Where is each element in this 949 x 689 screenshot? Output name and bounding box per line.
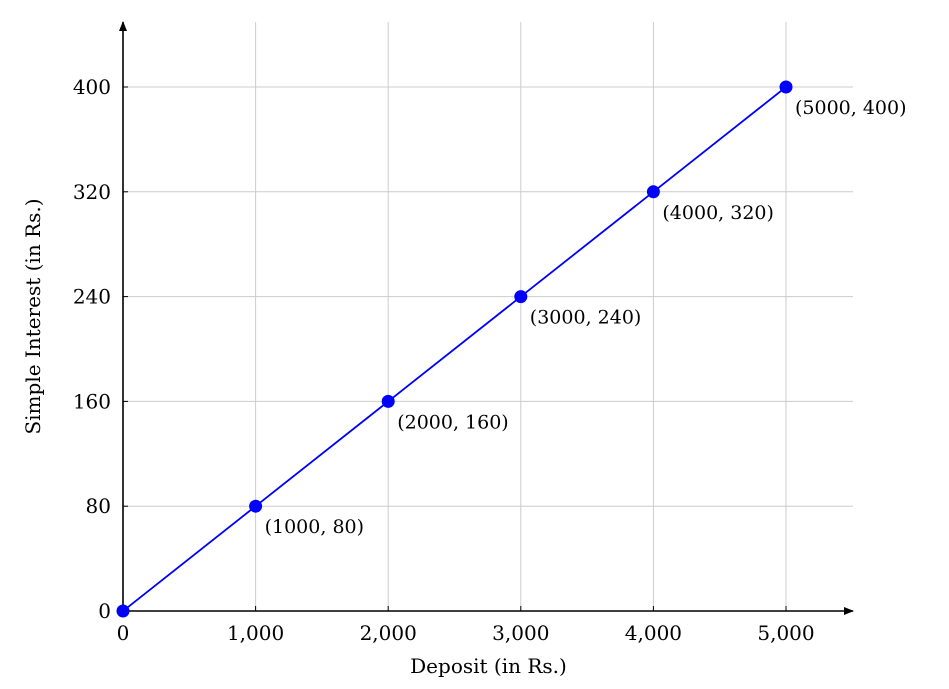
data-point (381, 394, 395, 408)
x-tick-label: 3,000 (492, 621, 549, 645)
series-line (122, 86, 787, 612)
data-point (514, 290, 528, 304)
series (116, 80, 793, 618)
point-labels: (1000, 80) (2000, 160) (3000, 240) (4000, 3… (265, 97, 907, 538)
grid (123, 22, 853, 611)
x-axis-title: Deposit (in Rs.) (410, 654, 567, 678)
y-axis-title: Simple Interest (in Rs.) (21, 198, 45, 434)
data-point-label: (5000, 400) (795, 97, 907, 119)
y-tick-label: 240 (73, 285, 111, 309)
axes (119, 21, 854, 615)
x-tick-label: 5,000 (757, 621, 814, 645)
x-tick-label: 1,000 (227, 621, 284, 645)
data-point (646, 185, 660, 199)
y-tick-label: 80 (86, 494, 111, 518)
data-point-label: (4000, 320) (662, 202, 774, 224)
data-point-label: (3000, 240) (530, 307, 642, 329)
y-tick-label: 400 (73, 75, 111, 99)
x-tick-label: 0 (117, 621, 130, 645)
data-point-label: (2000, 160) (397, 411, 509, 433)
x-tick-label: 2,000 (360, 621, 417, 645)
y-tick-label: 160 (73, 389, 111, 413)
y-tick-label: 320 (73, 180, 111, 204)
data-point-label: (1000, 80) (265, 516, 364, 538)
tick-labels: 0 1,000 2,000 3,000 4,000 5,000 0 80 160 240 320 40… (73, 75, 815, 645)
y-tick-label: 0 (98, 599, 111, 623)
data-point (249, 499, 263, 513)
data-point (116, 604, 130, 618)
data-point (779, 80, 793, 94)
x-tick-label: 4,000 (625, 621, 682, 645)
